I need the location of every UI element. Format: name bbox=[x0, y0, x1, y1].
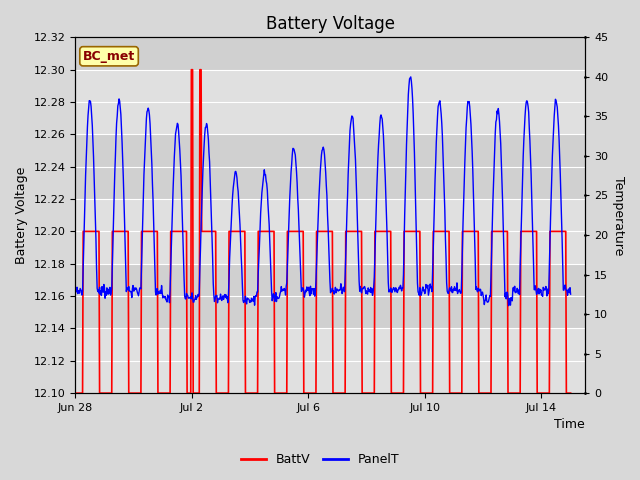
Title: Battery Voltage: Battery Voltage bbox=[266, 15, 395, 33]
Bar bbox=[76, 37, 585, 70]
Bar bbox=[76, 264, 585, 328]
Y-axis label: Battery Voltage: Battery Voltage bbox=[15, 167, 28, 264]
Text: BC_met: BC_met bbox=[83, 50, 135, 63]
X-axis label: Time: Time bbox=[554, 419, 585, 432]
Bar bbox=[76, 328, 585, 393]
Bar bbox=[76, 70, 585, 134]
Bar bbox=[76, 199, 585, 264]
Bar bbox=[76, 134, 585, 199]
Legend: BattV, PanelT: BattV, PanelT bbox=[236, 448, 404, 471]
Y-axis label: Temperature: Temperature bbox=[612, 176, 625, 255]
